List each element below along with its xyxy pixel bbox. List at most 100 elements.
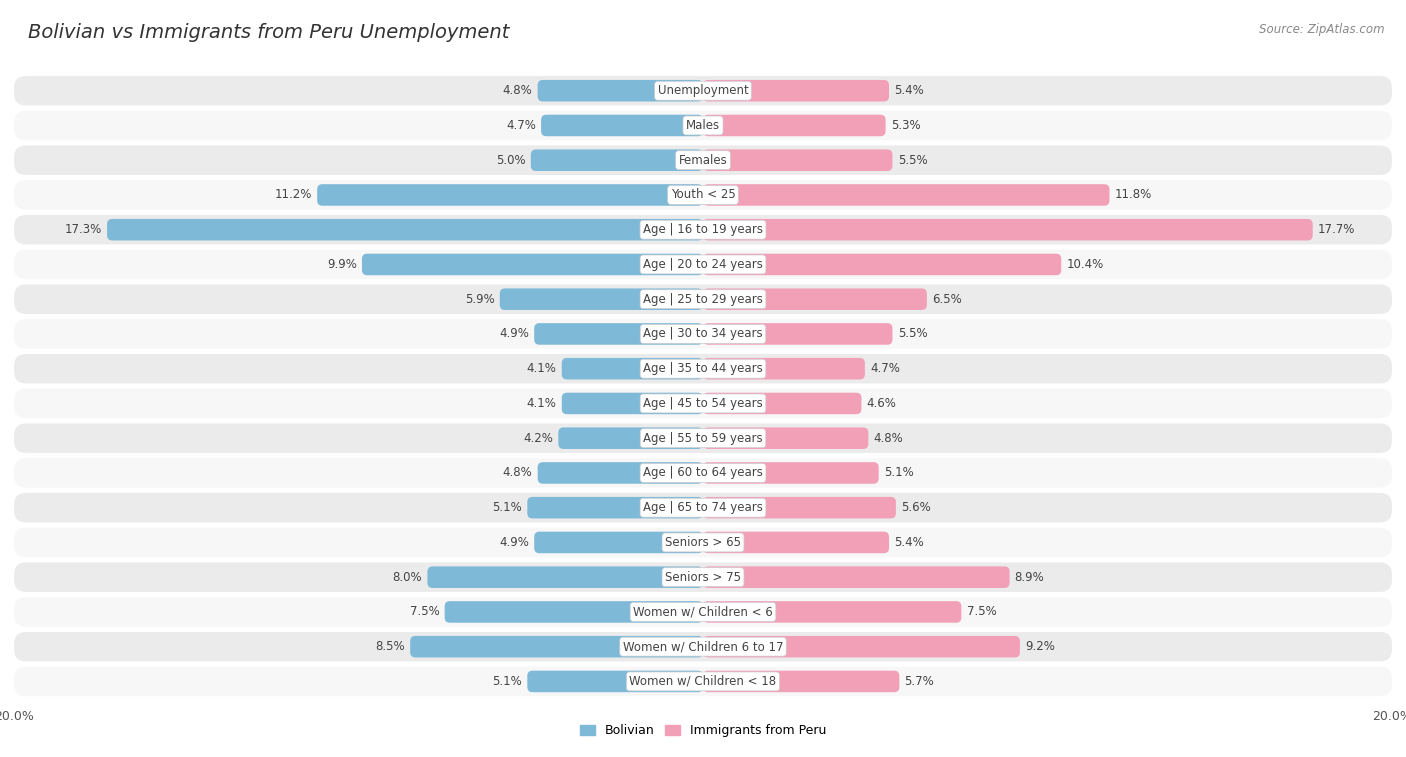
Text: Females: Females bbox=[679, 154, 727, 167]
FancyBboxPatch shape bbox=[14, 597, 1392, 627]
Text: 10.4%: 10.4% bbox=[1066, 258, 1104, 271]
Text: Age | 55 to 59 years: Age | 55 to 59 years bbox=[643, 431, 763, 444]
FancyBboxPatch shape bbox=[703, 358, 865, 379]
Text: Seniors > 75: Seniors > 75 bbox=[665, 571, 741, 584]
Text: Age | 65 to 74 years: Age | 65 to 74 years bbox=[643, 501, 763, 514]
Text: 8.5%: 8.5% bbox=[375, 640, 405, 653]
FancyBboxPatch shape bbox=[703, 149, 893, 171]
Text: 5.3%: 5.3% bbox=[891, 119, 921, 132]
FancyBboxPatch shape bbox=[444, 601, 703, 623]
Text: Women w/ Children < 18: Women w/ Children < 18 bbox=[630, 675, 776, 688]
FancyBboxPatch shape bbox=[14, 458, 1392, 488]
FancyBboxPatch shape bbox=[14, 632, 1392, 662]
Text: 8.0%: 8.0% bbox=[392, 571, 422, 584]
FancyBboxPatch shape bbox=[558, 428, 703, 449]
Text: Unemployment: Unemployment bbox=[658, 84, 748, 97]
Text: 11.2%: 11.2% bbox=[274, 188, 312, 201]
FancyBboxPatch shape bbox=[14, 180, 1392, 210]
FancyBboxPatch shape bbox=[703, 393, 862, 414]
FancyBboxPatch shape bbox=[14, 145, 1392, 175]
Text: 5.1%: 5.1% bbox=[884, 466, 914, 479]
Text: 4.8%: 4.8% bbox=[503, 84, 533, 97]
FancyBboxPatch shape bbox=[14, 319, 1392, 349]
Text: 5.9%: 5.9% bbox=[465, 293, 495, 306]
FancyBboxPatch shape bbox=[537, 80, 703, 101]
FancyBboxPatch shape bbox=[703, 671, 900, 692]
FancyBboxPatch shape bbox=[562, 358, 703, 379]
Text: Youth < 25: Youth < 25 bbox=[671, 188, 735, 201]
FancyBboxPatch shape bbox=[703, 463, 879, 484]
Text: Age | 16 to 19 years: Age | 16 to 19 years bbox=[643, 223, 763, 236]
FancyBboxPatch shape bbox=[534, 323, 703, 344]
FancyBboxPatch shape bbox=[14, 528, 1392, 557]
FancyBboxPatch shape bbox=[703, 601, 962, 623]
Text: 6.5%: 6.5% bbox=[932, 293, 962, 306]
FancyBboxPatch shape bbox=[14, 250, 1392, 279]
FancyBboxPatch shape bbox=[703, 115, 886, 136]
Text: 5.7%: 5.7% bbox=[904, 675, 934, 688]
Text: 4.1%: 4.1% bbox=[527, 362, 557, 375]
FancyBboxPatch shape bbox=[703, 428, 869, 449]
Text: 11.8%: 11.8% bbox=[1115, 188, 1152, 201]
Text: 4.8%: 4.8% bbox=[873, 431, 903, 444]
Text: Age | 35 to 44 years: Age | 35 to 44 years bbox=[643, 362, 763, 375]
FancyBboxPatch shape bbox=[14, 423, 1392, 453]
FancyBboxPatch shape bbox=[411, 636, 703, 657]
Text: 5.5%: 5.5% bbox=[897, 328, 927, 341]
FancyBboxPatch shape bbox=[14, 285, 1392, 314]
Text: 4.1%: 4.1% bbox=[527, 397, 557, 410]
FancyBboxPatch shape bbox=[14, 562, 1392, 592]
Text: Women w/ Children 6 to 17: Women w/ Children 6 to 17 bbox=[623, 640, 783, 653]
Text: Age | 30 to 34 years: Age | 30 to 34 years bbox=[643, 328, 763, 341]
FancyBboxPatch shape bbox=[703, 497, 896, 519]
FancyBboxPatch shape bbox=[541, 115, 703, 136]
FancyBboxPatch shape bbox=[14, 388, 1392, 418]
Text: 4.7%: 4.7% bbox=[506, 119, 536, 132]
Text: 5.4%: 5.4% bbox=[894, 84, 924, 97]
FancyBboxPatch shape bbox=[703, 184, 1109, 206]
Text: 5.1%: 5.1% bbox=[492, 675, 522, 688]
FancyBboxPatch shape bbox=[537, 463, 703, 484]
FancyBboxPatch shape bbox=[427, 566, 703, 588]
Text: 4.2%: 4.2% bbox=[523, 431, 553, 444]
FancyBboxPatch shape bbox=[703, 531, 889, 553]
FancyBboxPatch shape bbox=[703, 80, 889, 101]
Text: 4.6%: 4.6% bbox=[866, 397, 897, 410]
Text: 4.7%: 4.7% bbox=[870, 362, 900, 375]
FancyBboxPatch shape bbox=[14, 111, 1392, 140]
Text: Age | 45 to 54 years: Age | 45 to 54 years bbox=[643, 397, 763, 410]
FancyBboxPatch shape bbox=[703, 288, 927, 310]
Text: Source: ZipAtlas.com: Source: ZipAtlas.com bbox=[1260, 23, 1385, 36]
Text: 4.8%: 4.8% bbox=[503, 466, 533, 479]
Legend: Bolivian, Immigrants from Peru: Bolivian, Immigrants from Peru bbox=[575, 719, 831, 743]
Text: 5.4%: 5.4% bbox=[894, 536, 924, 549]
FancyBboxPatch shape bbox=[527, 497, 703, 519]
FancyBboxPatch shape bbox=[531, 149, 703, 171]
Text: Seniors > 65: Seniors > 65 bbox=[665, 536, 741, 549]
FancyBboxPatch shape bbox=[499, 288, 703, 310]
FancyBboxPatch shape bbox=[562, 393, 703, 414]
Text: Age | 25 to 29 years: Age | 25 to 29 years bbox=[643, 293, 763, 306]
FancyBboxPatch shape bbox=[361, 254, 703, 276]
Text: 9.2%: 9.2% bbox=[1025, 640, 1054, 653]
Text: 8.9%: 8.9% bbox=[1015, 571, 1045, 584]
Text: 5.6%: 5.6% bbox=[901, 501, 931, 514]
FancyBboxPatch shape bbox=[534, 531, 703, 553]
Text: 5.1%: 5.1% bbox=[492, 501, 522, 514]
Text: Bolivian vs Immigrants from Peru Unemployment: Bolivian vs Immigrants from Peru Unemplo… bbox=[28, 23, 509, 42]
FancyBboxPatch shape bbox=[107, 219, 703, 241]
FancyBboxPatch shape bbox=[527, 671, 703, 692]
Text: 5.0%: 5.0% bbox=[496, 154, 526, 167]
Text: 7.5%: 7.5% bbox=[966, 606, 997, 618]
FancyBboxPatch shape bbox=[14, 493, 1392, 522]
FancyBboxPatch shape bbox=[703, 636, 1019, 657]
FancyBboxPatch shape bbox=[703, 566, 1010, 588]
FancyBboxPatch shape bbox=[703, 254, 1062, 276]
Text: 4.9%: 4.9% bbox=[499, 328, 529, 341]
FancyBboxPatch shape bbox=[14, 354, 1392, 384]
Text: Males: Males bbox=[686, 119, 720, 132]
Text: Women w/ Children < 6: Women w/ Children < 6 bbox=[633, 606, 773, 618]
FancyBboxPatch shape bbox=[14, 667, 1392, 696]
Text: 4.9%: 4.9% bbox=[499, 536, 529, 549]
Text: 5.5%: 5.5% bbox=[897, 154, 927, 167]
